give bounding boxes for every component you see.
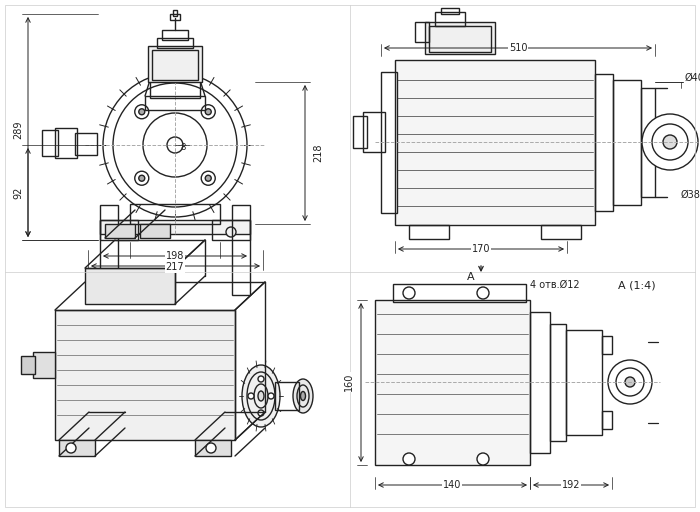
Circle shape [616,368,644,396]
Bar [602,336,612,354]
Bar [55,128,77,158]
Circle shape [139,175,145,181]
Circle shape [114,227,124,237]
Bar [130,204,220,224]
Text: 92: 92 [13,187,23,199]
Circle shape [167,137,183,153]
Bar [550,324,566,441]
Text: 140: 140 [443,480,461,490]
Bar [641,88,655,197]
Circle shape [66,443,76,453]
Text: 289: 289 [13,121,23,139]
Bar [393,284,526,302]
Bar [100,220,138,240]
Text: 170: 170 [472,244,490,254]
Text: Ø40: Ø40 [685,73,700,83]
Bar [42,130,58,156]
Bar [212,220,250,240]
Bar [566,330,602,435]
Bar [145,96,205,110]
Bar [275,382,299,410]
Bar [100,220,250,234]
Bar [613,80,641,205]
Bar [429,26,491,52]
Circle shape [201,171,215,185]
Circle shape [258,376,264,382]
Bar [173,10,177,16]
Circle shape [206,443,216,453]
Bar [415,22,429,42]
Bar [409,225,449,239]
Bar [363,112,385,152]
Circle shape [625,377,635,387]
Bar [152,50,198,80]
Bar [105,224,135,238]
Text: 160: 160 [344,373,354,391]
Ellipse shape [258,391,264,401]
Bar [375,300,530,465]
Text: 218: 218 [313,144,323,162]
Bar [353,116,367,148]
Circle shape [652,124,688,160]
Text: 217: 217 [166,262,184,272]
Bar [100,205,118,295]
Circle shape [477,453,489,465]
Circle shape [135,171,149,185]
Bar [530,312,550,453]
Circle shape [268,393,274,399]
Circle shape [663,135,677,149]
Circle shape [135,105,149,119]
Circle shape [226,227,236,237]
Bar [33,352,55,378]
Bar [162,30,188,40]
Ellipse shape [300,392,305,400]
Bar [441,8,459,14]
Text: A: A [467,272,475,282]
Bar [170,14,180,20]
Bar [381,72,397,213]
Bar [595,74,613,211]
Circle shape [258,410,264,416]
Text: 4 отв.Ø12: 4 отв.Ø12 [530,280,580,290]
Bar [55,310,235,440]
Bar [232,205,250,295]
Circle shape [139,109,145,115]
Ellipse shape [242,365,280,427]
Circle shape [248,393,254,399]
Bar [435,12,465,26]
Bar [21,356,35,374]
Circle shape [205,109,211,115]
Bar [395,60,595,225]
Circle shape [477,287,489,299]
Bar [59,440,95,456]
Text: Ø38: Ø38 [681,190,700,200]
Bar [602,411,612,429]
Circle shape [403,453,415,465]
Bar [85,268,175,304]
Bar [195,440,231,456]
Bar [75,133,97,155]
Bar [150,80,200,98]
Text: 510: 510 [509,43,527,53]
Bar [425,22,495,54]
Bar [541,225,581,239]
Circle shape [403,287,415,299]
Circle shape [201,105,215,119]
Circle shape [642,114,698,170]
Bar [148,46,202,82]
Ellipse shape [293,379,313,413]
Text: 8: 8 [181,142,186,152]
Text: 198: 198 [166,251,184,261]
Bar [140,224,170,238]
Text: A (1:4): A (1:4) [618,280,656,290]
Circle shape [205,175,211,181]
Bar [157,38,193,48]
Text: 192: 192 [561,480,580,490]
Circle shape [608,360,652,404]
